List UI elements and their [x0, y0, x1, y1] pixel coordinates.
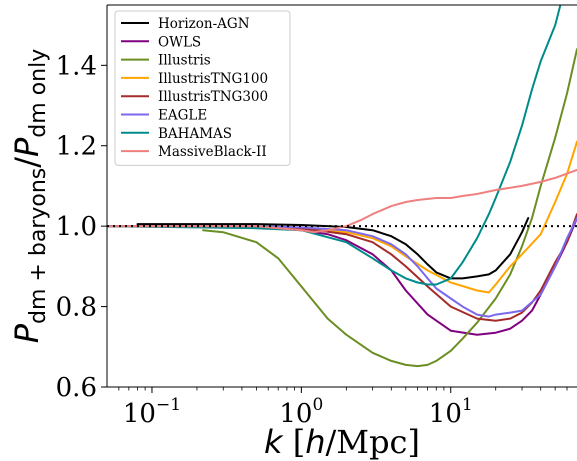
- y-axis-sub1: dm + baryons: [26, 168, 51, 324]
- legend-label-2: Illustris: [158, 53, 211, 69]
- series-line-6: [107, 5, 562, 286]
- y-tick-label-0: 0.6: [56, 373, 97, 403]
- legend-label-7: MassiveBlack-II: [158, 144, 267, 160]
- y-axis-sub2: dm only: [26, 49, 51, 138]
- legend-label-4: IllustrisTNG300: [158, 89, 268, 105]
- legend-label-1: OWLS: [158, 34, 201, 50]
- x-tick-label-0: 10−1: [123, 395, 181, 429]
- x-tick-label-2: 101: [429, 395, 473, 429]
- y-axis-label: Pdm + baryons/Pdm only: [8, 49, 51, 344]
- x-axis-var: k: [264, 423, 284, 461]
- x-axis-label: k [h/Mpc]: [264, 423, 420, 461]
- legend-label-0: Horizon-AGN: [158, 16, 250, 32]
- y-tick-label-3: 1.2: [56, 132, 97, 162]
- y-axis-slash: /: [8, 157, 46, 168]
- legend-label-6: BAHAMAS: [158, 126, 232, 142]
- x-tick-label-1: 100: [279, 395, 323, 429]
- y-axis-main2: P: [8, 137, 46, 157]
- series-line-0: [136, 217, 530, 280]
- y-tick-label-4: 1.4: [56, 51, 97, 81]
- x-axis-unit-h: h: [305, 423, 325, 461]
- y-axis-main: P: [8, 323, 46, 343]
- legend-label-3: IllustrisTNG100: [158, 71, 268, 87]
- series-line-5: [107, 217, 577, 318]
- y-tick-label-1: 0.8: [56, 293, 97, 323]
- tick-layer: 0.6 0.8 1.0 1.2 1.4 10−1 100 101: [56, 51, 568, 429]
- series-line-3: [107, 140, 577, 294]
- series-line-2: [202, 48, 577, 368]
- x-axis-unit-rest: /Mpc]: [326, 423, 420, 461]
- series-layer: [107, 5, 577, 368]
- legend-label-5: EAGLE: [158, 108, 207, 124]
- legend: Horizon-AGN OWLS Illustris IllustrisTNG100 I…: [114, 10, 291, 166]
- y-tick-label-2: 1.0: [56, 212, 97, 242]
- series-line-7: [107, 168, 577, 234]
- series-line-1: [107, 217, 577, 336]
- series-line-4: [107, 213, 577, 322]
- legend-frame: [114, 10, 291, 166]
- x-axis-open: [: [283, 423, 306, 461]
